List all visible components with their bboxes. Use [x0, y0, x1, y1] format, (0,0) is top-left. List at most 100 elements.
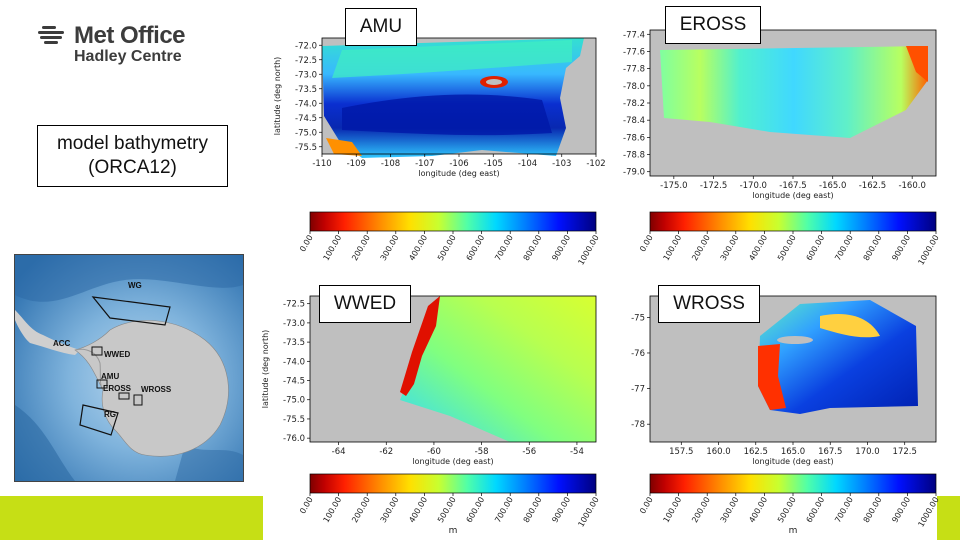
- y-axis-label: latitude (deg north): [273, 57, 282, 136]
- colorbar-tick-label: 100.00: [322, 234, 344, 263]
- x-tick-label: 172.5: [893, 447, 917, 457]
- accent-strip-left: [0, 496, 263, 540]
- y-tick-label: -75: [631, 313, 645, 323]
- x-tick-label: 157.5: [669, 447, 693, 457]
- colorbar-tick-label: 700.00: [493, 234, 515, 263]
- colorbar-unit-label: m: [449, 526, 458, 536]
- panel-title-wross: WROSS: [658, 285, 760, 323]
- x-tick-label: -172.5: [700, 181, 727, 191]
- accent-strip-right: [937, 496, 960, 540]
- wross-region-outline: [133, 394, 143, 406]
- map-label-wg: WG: [128, 281, 142, 290]
- colorbar-tick-label: 500.00: [436, 234, 458, 263]
- colorbar-tick-label: 200.00: [350, 234, 372, 263]
- colorbar-tick-label: 500.00: [776, 234, 798, 263]
- y-tick-label: -77.6: [623, 47, 645, 57]
- logo-line-2: Hadley Centre: [74, 48, 182, 65]
- overview-map: WG ACC WWED AMU EROSS WROSS RG: [14, 254, 244, 482]
- shallow-bank: [820, 314, 880, 338]
- colorbar-tick-label: 800.00: [522, 496, 544, 525]
- panel-title-amu: AMU: [345, 8, 417, 46]
- colorbar-tick-label: 700.00: [493, 496, 515, 525]
- x-tick-label: -109: [347, 159, 366, 169]
- antarctica-landmass: [74, 320, 229, 457]
- bathymetry-field: [400, 296, 596, 442]
- description-box: model bathymetry (ORCA12): [37, 125, 228, 187]
- deep-ocean-southwest: [15, 405, 75, 481]
- map-label-eross: EROSS: [103, 384, 132, 393]
- colorbar-tick-label: 300.00: [379, 496, 401, 525]
- x-tick-label: -103: [552, 159, 571, 169]
- amu-region-outline: [96, 379, 108, 389]
- colorbar-tick-label: 400.00: [747, 496, 769, 525]
- x-tick-label: -107: [415, 159, 434, 169]
- x-tick-label: -110: [312, 159, 331, 169]
- bathymetry-field: [660, 46, 928, 138]
- deep-ocean-north: [15, 255, 243, 302]
- met-office-logo-mark-icon: [38, 26, 68, 44]
- panel-title-wwed: WWED: [319, 285, 411, 323]
- y-tick-label: -78.4: [623, 116, 645, 126]
- panel-title-eross: EROSS: [665, 6, 761, 44]
- description-line-2: (ORCA12): [88, 157, 177, 178]
- colorbar-unit-label: m: [789, 526, 798, 536]
- y-tick-label: -79.0: [623, 168, 645, 178]
- x-tick-label: -167.5: [779, 181, 806, 191]
- met-office-logo: Met Office Hadley Centre: [38, 22, 198, 68]
- y-tick-label: -75.5: [295, 143, 317, 153]
- x-tick-label: -160.0: [898, 181, 925, 191]
- colorbar-tick-label: 1000.00: [576, 234, 600, 267]
- logo-line-1: Met Office: [74, 22, 186, 49]
- x-tick-label: -170.0: [740, 181, 767, 191]
- coastal-shallows: [758, 344, 786, 410]
- x-tick-label: -58: [475, 447, 489, 457]
- x-tick-label: 170.0: [855, 447, 879, 457]
- coastal-shallows: [326, 138, 362, 156]
- colorbar-tick-label: 400.00: [747, 234, 769, 263]
- colorbar-tick-label: 700.00: [833, 234, 855, 263]
- colorbar-tick-label: 800.00: [862, 234, 884, 263]
- colorbar: 0.00 100.00 200.00 300.00 400.00 500.00 600.00…: [298, 211, 601, 267]
- panel-eross: -175.0 -172.5 -170.0 -167.5 -165.0 -162.5 -160…: [623, 29, 941, 267]
- colorbar-gradient: [649, 211, 937, 232]
- colorbar-tick-label: 400.00: [407, 234, 429, 263]
- x-tick-label: -105: [484, 159, 503, 169]
- colorbar-tick-label: 400.00: [407, 496, 429, 525]
- x-tick-label: -108: [381, 159, 400, 169]
- colorbar-tick-label: 900.00: [890, 234, 912, 263]
- map-label-wross: WROSS: [141, 385, 172, 394]
- x-tick-label: -162.5: [859, 181, 886, 191]
- colorbar-tick-label: 600.00: [465, 495, 487, 524]
- x-tick-label: -64: [332, 447, 346, 457]
- y-axis-label: latitude (deg north): [261, 330, 270, 409]
- colorbar-gradient: [309, 473, 597, 494]
- y-tick-label: -74.5: [283, 377, 305, 387]
- eross-region-outline: [118, 392, 130, 400]
- x-tick-label: -60: [427, 447, 441, 457]
- map-label-acc: ACC: [53, 339, 71, 348]
- colorbar-tick-label: 1000.00: [916, 496, 940, 529]
- colorbar-gradient: [309, 211, 597, 232]
- map-label-rg: RG: [104, 410, 116, 419]
- x-axis-label: longitude (deg east): [752, 191, 833, 200]
- y-tick-label: -78: [631, 420, 645, 430]
- panel-wwed: -64 -62 -60 -58 -56 -54 -72.5 -73.0 -73.5 -74.0 -7…: [261, 295, 601, 536]
- x-tick-label: 167.5: [818, 447, 842, 457]
- axes-frame: [309, 295, 597, 443]
- overview-map-svg: WG ACC WWED AMU EROSS WROSS RG: [15, 255, 243, 481]
- x-axis-label: longitude (deg east): [752, 457, 833, 466]
- map-label-wwed: WWED: [104, 350, 130, 359]
- colorbar-tick-label: 600.00: [805, 496, 827, 525]
- y-tick-label: -72.0: [295, 41, 317, 51]
- y-tick-label: -78.2: [623, 99, 645, 109]
- y-tick-label: -77.4: [623, 30, 645, 40]
- ice-tongue: [777, 336, 813, 344]
- colorbar-tick-label: 900.00: [550, 496, 572, 525]
- colorbar-tick-label: 100.00: [662, 234, 684, 263]
- y-tick-label: -76.0: [283, 434, 305, 444]
- y-tick-label: -78.0: [623, 82, 645, 92]
- y-tick-label: -77: [631, 385, 645, 395]
- y-tick-label: -73.5: [295, 85, 317, 95]
- y-tick-label: -74.5: [295, 114, 317, 124]
- colorbar: 0.00 100.00 200.00 300.00 400.00 500.00 600.00…: [638, 473, 941, 536]
